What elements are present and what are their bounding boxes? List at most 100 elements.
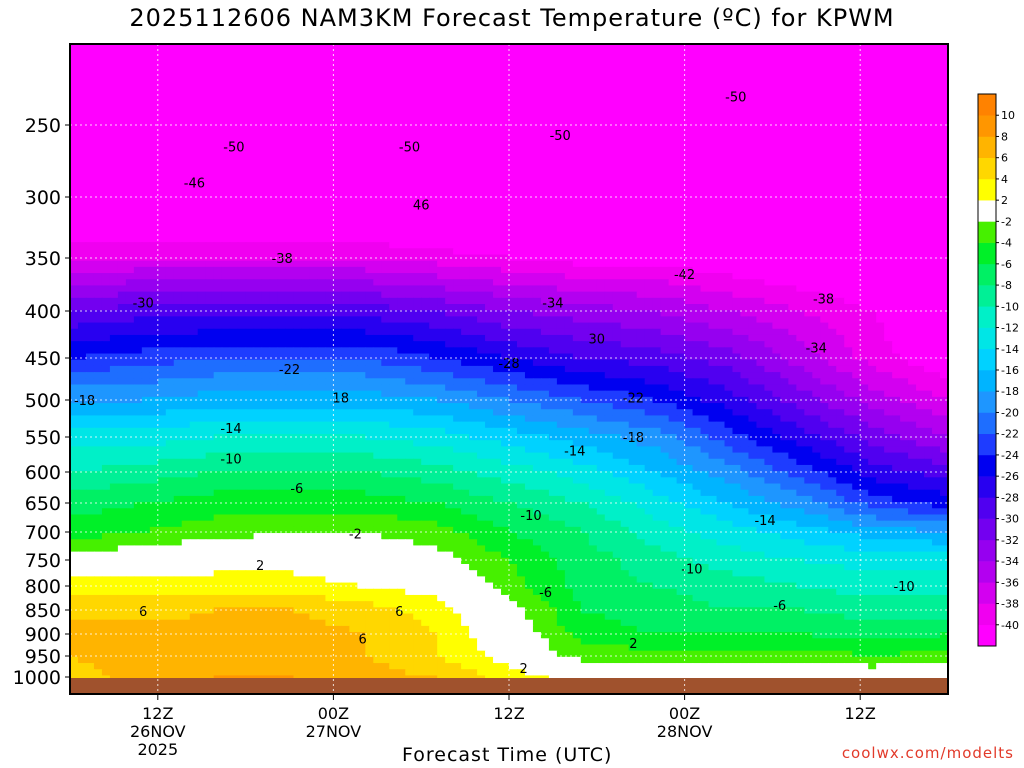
contour-label: 2 bbox=[629, 637, 637, 652]
contour-label: -50 bbox=[725, 91, 746, 106]
x-tick-label: 27NOV bbox=[306, 722, 362, 741]
y-tick-label: 1000 bbox=[13, 667, 61, 689]
colorbar-label: -24 bbox=[1001, 449, 1019, 462]
colorbar-swatch bbox=[978, 391, 996, 413]
y-tick-label: 550 bbox=[25, 427, 61, 449]
contour-label: -2 bbox=[349, 528, 362, 543]
x-tick-label: 2025 bbox=[137, 740, 178, 759]
colorbar-swatch bbox=[978, 518, 996, 541]
colorbar-label: 8 bbox=[1001, 131, 1008, 144]
contour-label: -34 bbox=[542, 297, 563, 312]
colorbar-swatch bbox=[978, 94, 996, 116]
colorbar-swatch bbox=[978, 263, 996, 286]
x-tick-label: 00Z bbox=[318, 704, 349, 723]
x-tick-label: 12Z bbox=[493, 704, 524, 723]
colorbar-label: -32 bbox=[1001, 534, 1019, 547]
colorbar-label: -22 bbox=[1001, 428, 1019, 441]
grid-lines bbox=[70, 44, 948, 694]
y-tick-label: 800 bbox=[25, 576, 61, 598]
y-tick-label: 450 bbox=[25, 348, 61, 370]
colorbar: -40-38-36-34-32-30-28-26-24-22-20-18-16-… bbox=[977, 93, 1019, 647]
colorbar-label: -38 bbox=[1001, 598, 1019, 611]
colorbar-label: -18 bbox=[1001, 385, 1019, 398]
contour-label: -14 bbox=[754, 514, 775, 529]
colorbar-label: -4 bbox=[1001, 237, 1012, 250]
contour-label: -18 bbox=[623, 431, 644, 446]
x-tick-label: 28NOV bbox=[657, 722, 713, 741]
colorbar-label: 2 bbox=[1001, 194, 1008, 207]
colorbar-label: 4 bbox=[1001, 173, 1008, 186]
contour-label: -38 bbox=[272, 252, 293, 267]
colorbar-swatch bbox=[978, 285, 996, 307]
y-tick-label: 650 bbox=[25, 493, 61, 515]
x-axis-label: Forecast Time (UTC) bbox=[402, 744, 613, 766]
colorbar-label: -2 bbox=[1001, 215, 1012, 228]
contour-label: 6 bbox=[359, 632, 367, 647]
contour-label: -14 bbox=[564, 444, 585, 459]
colorbar-swatch bbox=[978, 582, 996, 604]
contour-label: -46 bbox=[184, 177, 205, 192]
contour-label: -34 bbox=[806, 342, 827, 357]
colorbar-label: -8 bbox=[1001, 279, 1012, 292]
contour-label: 18 bbox=[332, 392, 349, 407]
contour-label: -10 bbox=[681, 562, 702, 577]
y-tick-label: 500 bbox=[25, 390, 61, 412]
colorbar-swatch bbox=[978, 242, 996, 265]
colorbar-swatch bbox=[978, 624, 996, 647]
colorbar-label: -20 bbox=[1001, 407, 1019, 420]
colorbar-swatch bbox=[978, 348, 996, 371]
contour-label: 30 bbox=[589, 332, 606, 347]
colorbar-label: -10 bbox=[1001, 300, 1019, 313]
contour-label: -6 bbox=[539, 586, 552, 601]
colorbar-label: -14 bbox=[1001, 343, 1019, 356]
credit-link[interactable]: coolwx.com/modelts bbox=[841, 744, 1014, 762]
contour-label: 2 bbox=[256, 559, 264, 574]
contour-label: -38 bbox=[813, 292, 834, 307]
contour-label: -22 bbox=[623, 392, 644, 407]
contour-label: -6 bbox=[773, 599, 786, 614]
y-tick-label: 250 bbox=[25, 115, 61, 137]
colorbar-swatch bbox=[978, 370, 996, 392]
contour-label: -50 bbox=[550, 129, 571, 144]
colorbar-label: -6 bbox=[1001, 258, 1012, 271]
contour-label: -10 bbox=[893, 580, 914, 595]
y-tick-label: 850 bbox=[25, 600, 61, 622]
colorbar-swatch bbox=[978, 327, 996, 350]
colorbar-swatch bbox=[978, 136, 996, 158]
contour-label: 6 bbox=[395, 605, 403, 620]
y-tick-label: 600 bbox=[25, 462, 61, 484]
y-tick-label: 400 bbox=[25, 301, 61, 323]
colorbar-swatch bbox=[978, 433, 996, 456]
colorbar-swatch bbox=[978, 497, 996, 519]
colorbar-swatch bbox=[978, 221, 996, 243]
y-tick-label: 950 bbox=[25, 646, 61, 668]
colorbar-swatch bbox=[978, 115, 996, 137]
y-tick-label: 350 bbox=[25, 248, 61, 270]
y-tick-label: 900 bbox=[25, 624, 61, 646]
colorbar-label: -28 bbox=[1001, 491, 1019, 504]
contour-label: -50 bbox=[223, 141, 244, 156]
contour-label: -30 bbox=[133, 297, 154, 312]
colorbar-swatch bbox=[978, 539, 996, 562]
colorbar-swatch bbox=[978, 454, 996, 477]
colorbar-swatch bbox=[978, 412, 996, 434]
x-tick-label: 12Z bbox=[845, 704, 876, 723]
y-tick-label: 700 bbox=[25, 522, 61, 544]
colorbar-swatch bbox=[978, 157, 996, 180]
colorbar-swatch bbox=[978, 200, 996, 222]
colorbar-label: -16 bbox=[1001, 364, 1019, 377]
colorbar-swatch bbox=[978, 178, 996, 201]
colorbar-label: -30 bbox=[1001, 513, 1019, 526]
contour-label: 46 bbox=[413, 198, 430, 213]
colorbar-label: 10 bbox=[1001, 109, 1015, 122]
y-axis: 2503003504004505005506006507007508008509… bbox=[13, 115, 70, 689]
colorbar-label: -40 bbox=[1001, 619, 1019, 632]
contour-labels: -50 -50-50-50-4646-42-38-38-34-34-3030-28… bbox=[74, 91, 915, 677]
contour-label: -22 bbox=[279, 363, 300, 378]
colorbar-label: -34 bbox=[1001, 555, 1019, 568]
chart-title: 2025112606 NAM3KM Forecast Temperature (… bbox=[129, 4, 895, 32]
contour-label: 2 bbox=[519, 662, 527, 677]
colorbar-swatch bbox=[978, 603, 996, 626]
